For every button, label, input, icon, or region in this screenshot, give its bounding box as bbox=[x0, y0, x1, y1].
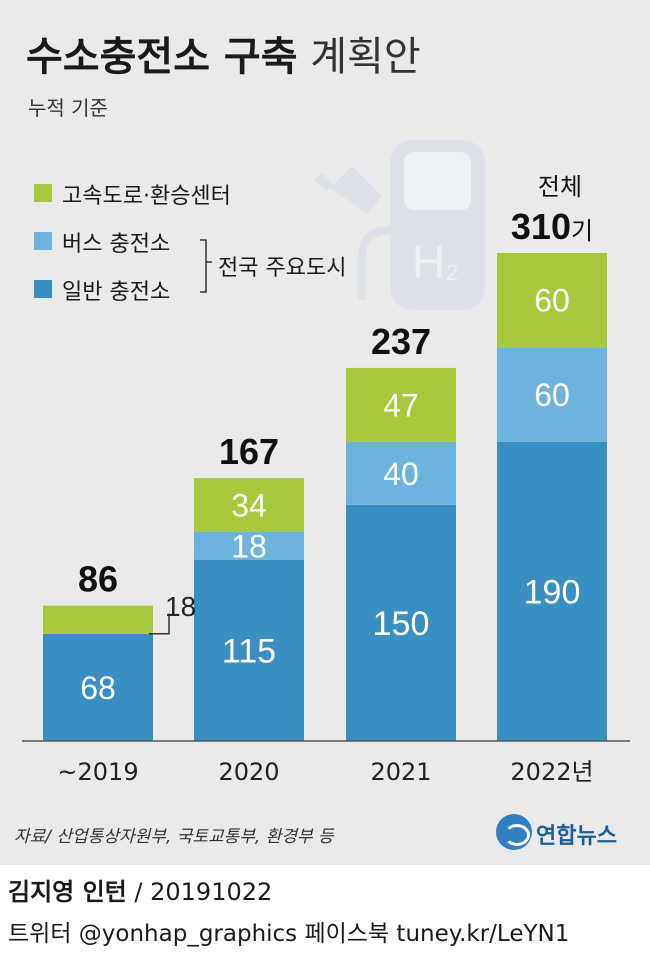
segment-value-label: 47 bbox=[383, 387, 419, 423]
bar-segment-bus bbox=[346, 441, 456, 505]
segment-value-label: 68 bbox=[80, 670, 116, 706]
yonhap-logo-text: 연합뉴스 bbox=[536, 824, 617, 849]
segment-value-label: 18 bbox=[231, 528, 267, 564]
total-value-label: 86 bbox=[78, 559, 118, 600]
x-tick-label: ~2019 bbox=[57, 758, 138, 786]
bar-segment-bus bbox=[194, 531, 304, 560]
legend-swatch-highway bbox=[34, 184, 52, 202]
legend-label-general: 일반 충전소 bbox=[62, 280, 171, 305]
source-note: 자료/ 산업통상자원부, 국토교통부, 환경부 등 bbox=[14, 827, 334, 847]
credit-line: 김지영 인턴 / 20191022 bbox=[8, 872, 272, 907]
x-tick-label: 2022년 bbox=[510, 758, 593, 786]
segment-value-label: 40 bbox=[383, 456, 419, 492]
yonhap-logo-icon bbox=[496, 814, 532, 850]
callout-value-label: 18 bbox=[165, 591, 196, 622]
bar-segment-general bbox=[346, 504, 456, 741]
credit-date: / 20191022 bbox=[134, 878, 273, 906]
bar-segment-highway bbox=[497, 253, 607, 348]
bar-segment-general bbox=[43, 633, 153, 741]
segment-value-label: 150 bbox=[373, 605, 430, 643]
credit-name: 김지영 인턴 bbox=[8, 878, 127, 906]
segment-value-label: 34 bbox=[231, 487, 267, 523]
subtitle: 누적 기준 bbox=[28, 96, 108, 120]
x-tick-label: 2021 bbox=[370, 758, 431, 786]
social-links: 트위터 @yonhap_graphics 페이스북 tuney.kr/LeYN1 bbox=[8, 921, 570, 947]
x-tick-label: 2020 bbox=[218, 758, 279, 786]
total-unit: 기 bbox=[571, 218, 593, 245]
bar-segment-highway bbox=[346, 367, 456, 442]
bars-layer bbox=[43, 253, 607, 741]
total-value-label: 167 bbox=[219, 431, 279, 472]
segment-value-label: 60 bbox=[534, 377, 570, 413]
bar-segment-bus bbox=[497, 347, 607, 442]
total-prefix-label: 전체 bbox=[538, 173, 582, 201]
bar-segment-general bbox=[194, 559, 304, 741]
legend-bracket-label: 전국 주요도시 bbox=[218, 256, 347, 281]
title-bold: 수소충전소 구축 bbox=[26, 34, 298, 80]
bar-segment-highway bbox=[194, 478, 304, 532]
labels-layer: 68 86 ~2019 115 18 34 167 2020 150 40 47 237 2021 190… bbox=[57, 173, 593, 786]
svg-text:H: H bbox=[412, 236, 445, 288]
callout-line bbox=[149, 613, 170, 635]
bar-segment-highway bbox=[43, 605, 153, 634]
bar-segment-general bbox=[497, 441, 607, 741]
segment-value-label: 115 bbox=[222, 633, 276, 671]
svg-text:2: 2 bbox=[446, 260, 458, 285]
legend-swatch-general bbox=[34, 280, 52, 298]
page-title: 수소충전소 구축 계획안 bbox=[26, 24, 421, 82]
total-value-label: 237 bbox=[371, 321, 431, 362]
segment-value-label: 190 bbox=[524, 574, 581, 612]
stacked-bar-chart: H 2 68 86 ~2019 115 18 34 167 2020 150 40 47 237 202… bbox=[22, 140, 630, 786]
legend-label-highway: 고속도로·환승센터 bbox=[62, 184, 231, 209]
segment-value-label: 60 bbox=[534, 283, 570, 319]
hydrogen-pump-icon: H 2 bbox=[314, 140, 485, 310]
total-value-label: 310기 bbox=[511, 206, 593, 247]
legend-bracket bbox=[200, 239, 212, 293]
legend-swatch-bus bbox=[34, 232, 52, 250]
title-light: 계획안 bbox=[310, 34, 421, 80]
legend-label-bus: 버스 충전소 bbox=[62, 232, 171, 257]
